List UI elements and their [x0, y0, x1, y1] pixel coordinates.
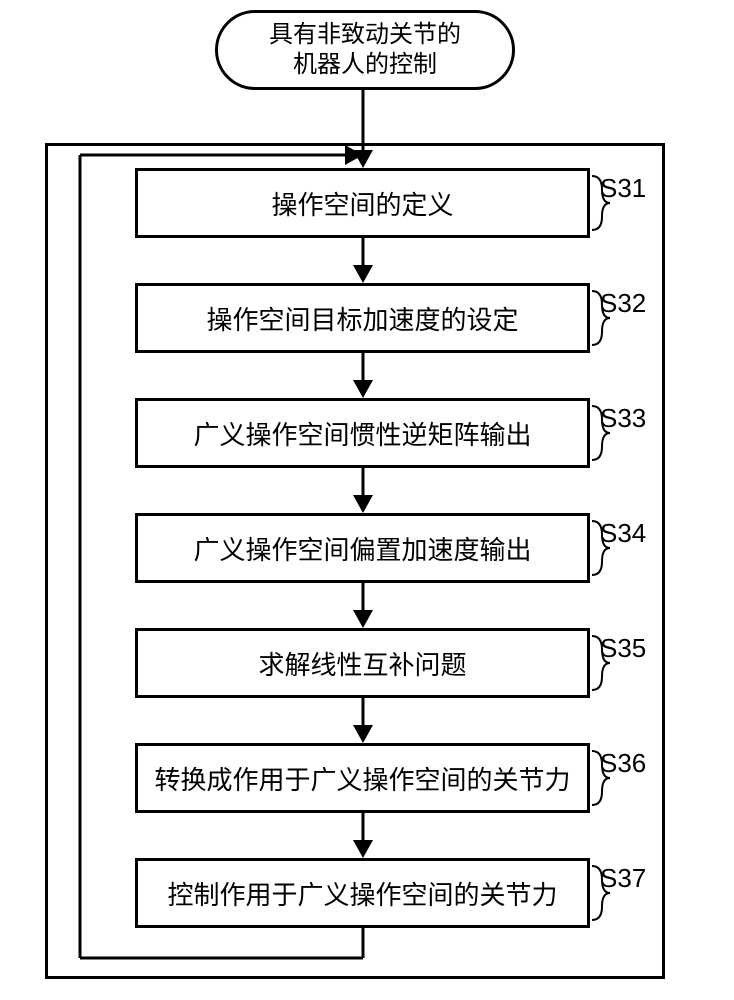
step-S34: 广义操作空间偏置加速度输出 [135, 513, 590, 583]
step-label-S37: S37 [600, 863, 646, 894]
step-label-S32: S32 [600, 288, 646, 319]
step-S37: 控制作用于广义操作空间的关节力 [135, 858, 590, 928]
step-S35: 求解线性互补问题 [135, 628, 590, 698]
title-node: 具有非致动关节的 机器人的控制 [215, 10, 515, 90]
step-text-S34: 广义操作空间偏置加速度输出 [193, 530, 531, 567]
step-S36: 转换成作用于广义操作空间的关节力 [135, 743, 590, 813]
step-label-S34: S34 [600, 518, 646, 549]
title-text: 具有非致动关节的 机器人的控制 [269, 20, 461, 80]
step-label-S36: S36 [600, 748, 646, 779]
step-text-S37: 控制作用于广义操作空间的关节力 [167, 875, 557, 912]
step-S32: 操作空间目标加速度的设定 [135, 283, 590, 353]
step-label-S31: S31 [600, 173, 646, 204]
step-text-S35: 求解线性互补问题 [258, 645, 466, 682]
step-S31: 操作空间的定义 [135, 168, 590, 238]
step-text-S32: 操作空间目标加速度的设定 [206, 300, 518, 337]
title-line1: 具有非致动关节的 [269, 21, 461, 48]
title-line2: 机器人的控制 [293, 51, 437, 78]
step-label-S33: S33 [600, 403, 646, 434]
step-text-S33: 广义操作空间惯性逆矩阵输出 [193, 415, 531, 452]
step-text-S31: 操作空间的定义 [271, 185, 453, 222]
step-label-S35: S35 [600, 633, 646, 664]
step-text-S36: 转换成作用于广义操作空间的关节力 [154, 760, 570, 797]
step-S33: 广义操作空间惯性逆矩阵输出 [135, 398, 590, 468]
